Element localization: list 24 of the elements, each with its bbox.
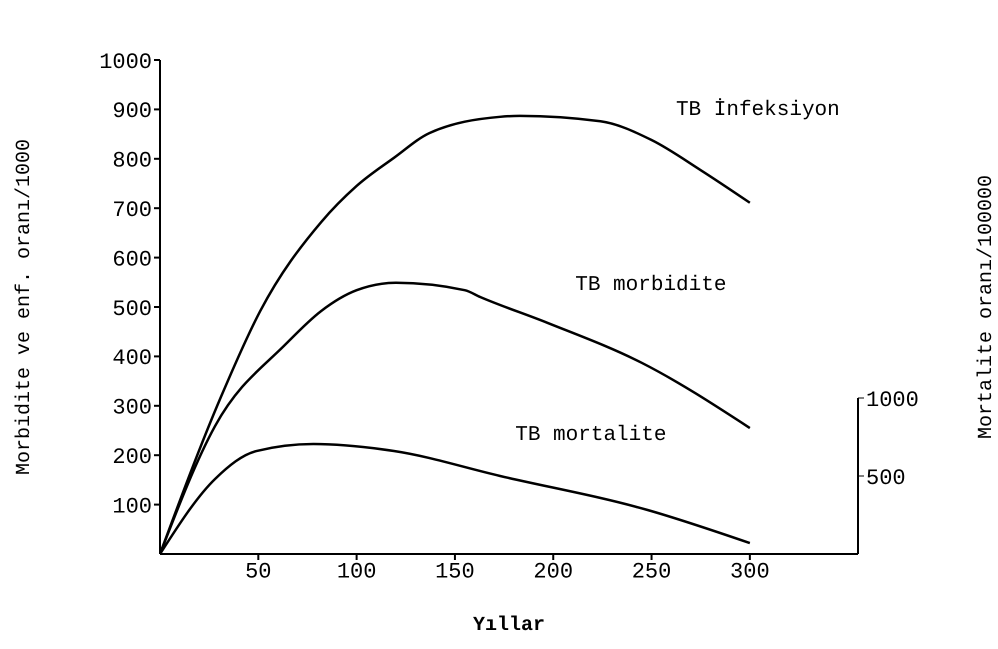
x-tick-label: 250 <box>632 560 672 585</box>
x-tick-label: 100 <box>336 560 376 585</box>
series-label: TB morbidite <box>575 274 726 298</box>
y2-tick-label: 1000 <box>866 388 919 413</box>
y-tick-label: 800 <box>112 148 152 174</box>
series-label: TB mortalite <box>515 424 666 448</box>
x-axis-title: Yıllar <box>472 614 546 637</box>
x-tick-label: 200 <box>533 560 574 585</box>
y2-axis-title: Mortalite oranı/100000 <box>975 174 998 440</box>
y-axis-title: Morbidite ve enf. oranı/1000 <box>13 138 36 476</box>
x-tick-label: 50 <box>245 560 272 585</box>
y2-tick-label: 500 <box>866 466 906 491</box>
x-tick-label: 300 <box>730 560 770 585</box>
y-tick-label: 1000 <box>99 50 152 75</box>
y-tick-label: 500 <box>112 296 152 322</box>
series-label: TB İnfeksiyon <box>676 98 840 122</box>
y-tick-label: 100 <box>112 494 152 520</box>
y-tick-label: 900 <box>112 99 152 124</box>
y-tick-label: 400 <box>112 346 152 372</box>
y-tick-label: 300 <box>112 396 152 421</box>
y-tick-label: 200 <box>112 445 152 470</box>
y-tick-label: 600 <box>112 247 152 272</box>
x-tick-label: 150 <box>435 560 475 585</box>
y-tick-label: 700 <box>112 198 152 224</box>
